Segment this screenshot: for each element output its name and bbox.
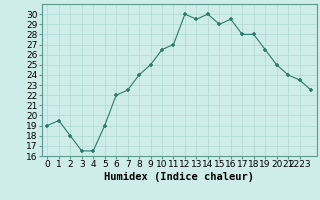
X-axis label: Humidex (Indice chaleur): Humidex (Indice chaleur) — [104, 172, 254, 182]
